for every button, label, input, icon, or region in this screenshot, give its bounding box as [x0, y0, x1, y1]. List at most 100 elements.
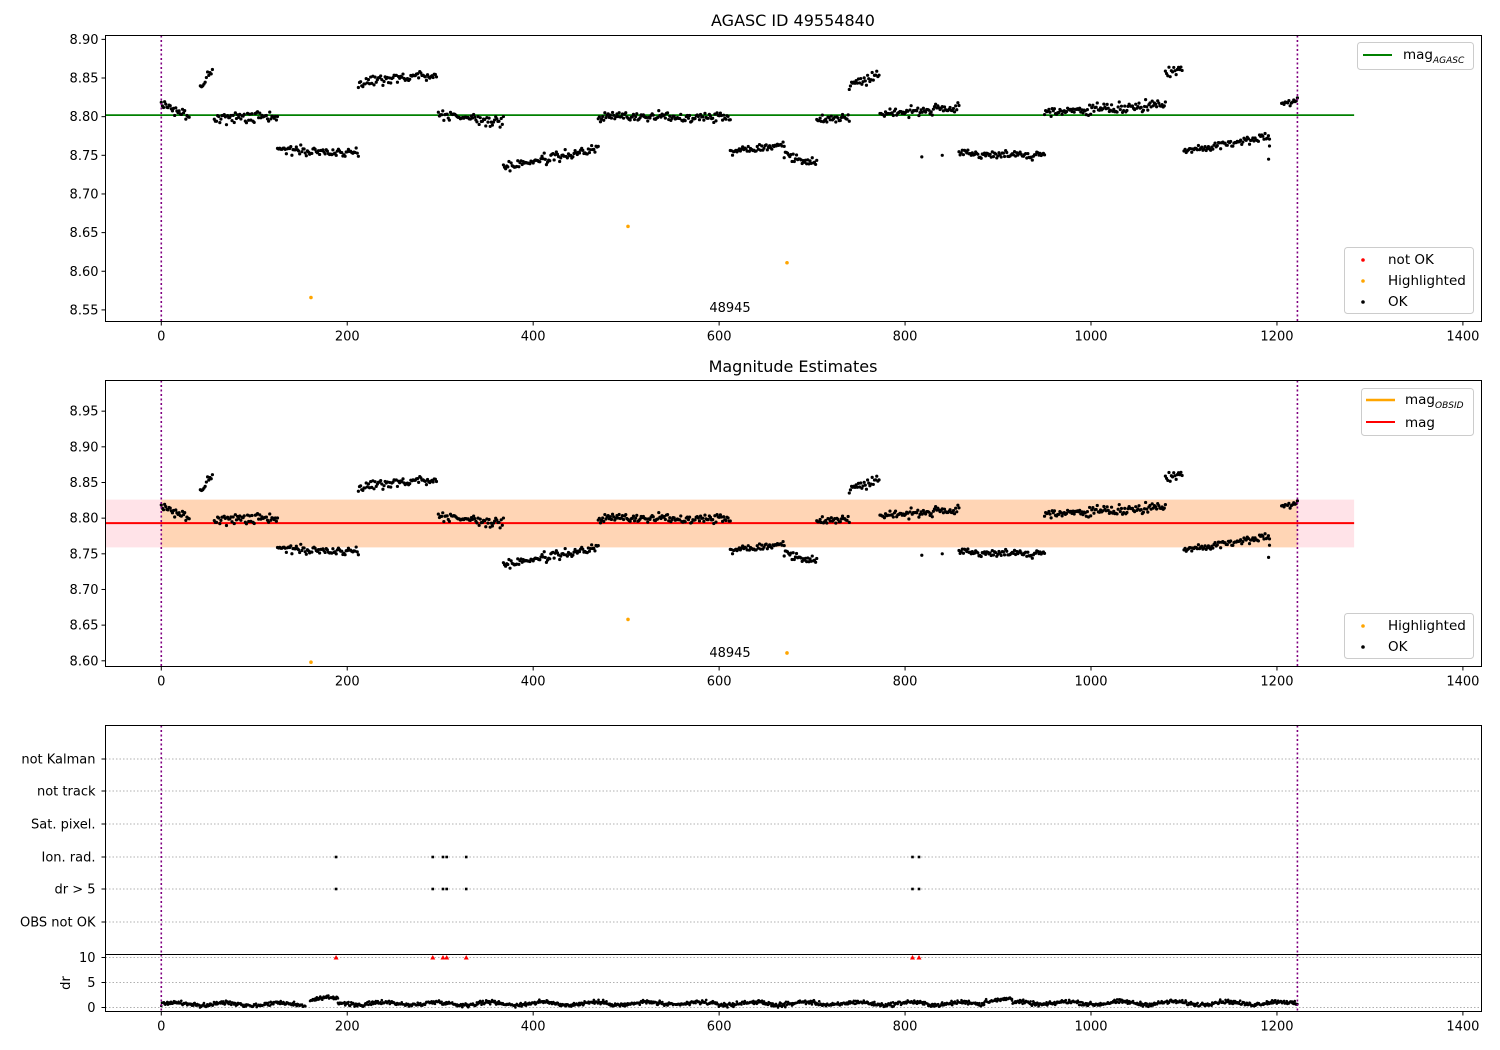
- panel1-ok-point: [952, 110, 957, 114]
- panel2-ok-point: [951, 508, 956, 513]
- panel1-ok-point: [489, 120, 493, 124]
- panel2-ok-point: [847, 491, 851, 495]
- panel1-ok-point: [859, 76, 863, 81]
- panel2-ok-point: [961, 551, 966, 555]
- panel1-ok-point: [597, 115, 601, 119]
- dr-point: [1078, 1003, 1082, 1007]
- panel2-ytick-label: 8.90: [70, 440, 99, 455]
- dr-point: [967, 999, 971, 1003]
- panel2-ok-point: [1174, 477, 1178, 481]
- panel2-ok-point: [275, 516, 280, 520]
- panel1-ok-point: [829, 114, 833, 118]
- panel2-ok-point: [593, 549, 597, 553]
- panel1-ok-point: [877, 73, 881, 77]
- panel1-ok-point: [173, 113, 177, 118]
- panel1-ok-point: [1241, 140, 1245, 144]
- panel2-ok-point: [701, 516, 705, 520]
- panel1-ok-point: [810, 156, 814, 160]
- panel1-ok-point: [845, 117, 849, 121]
- panel1-ok-point: [1101, 107, 1105, 111]
- panel1-ytick-label: 8.75: [70, 149, 99, 164]
- panel1-ok-point: [760, 144, 764, 148]
- panel1-xtick-label: 1400: [1446, 330, 1479, 345]
- panel2-ok-point: [979, 554, 983, 559]
- dr-point: [726, 1006, 729, 1009]
- dr-point: [740, 1003, 743, 1006]
- dr-xtick-label: 200: [335, 1020, 360, 1035]
- panel1-ok-point: [870, 70, 874, 75]
- panel2-ok-point: [656, 517, 660, 521]
- panel1-obsid-annotation: 48945: [709, 301, 750, 316]
- panel2-ok-point: [340, 549, 344, 553]
- panel2-ok-point: [501, 516, 506, 520]
- flag-point: [334, 887, 338, 891]
- panel1-ok-point: [1256, 139, 1261, 143]
- panel1-ok-point: [730, 153, 735, 157]
- panel1-ok-point: [389, 81, 393, 85]
- panel2-ok-point: [863, 483, 867, 487]
- dr-point: [514, 1006, 517, 1009]
- panel1-ok-point: [687, 113, 692, 118]
- panel2-ok-point: [966, 547, 970, 551]
- panel2-ok-point: [635, 513, 639, 517]
- panel1-ok-point: [1211, 147, 1215, 151]
- dr-point: [433, 1002, 437, 1006]
- panel1-ok-point: [1105, 102, 1109, 106]
- panel1-ok-point: [917, 113, 921, 118]
- dr-point: [1125, 999, 1129, 1002]
- dr-point: [369, 1003, 373, 1007]
- magnitude-estimates-panel: Magnitude Estimates 48945 8.60 8.65 8.70 8.…: [70, 357, 1482, 690]
- panel1-ok-point: [632, 117, 637, 122]
- panel2-ok-point: [632, 519, 637, 523]
- panel1-ok-point: [746, 144, 750, 149]
- panel2-ok-point: [706, 518, 710, 522]
- panel2-ok-point: [1072, 512, 1076, 516]
- panel1-ok-point: [380, 78, 384, 82]
- panel2-ok-point: [959, 550, 963, 554]
- panel1-ok-point: [473, 115, 477, 119]
- dr-point: [1145, 1002, 1149, 1006]
- panel2-ok-point: [1105, 505, 1109, 509]
- dr-point: [430, 999, 433, 1003]
- panel2-obsid-annotation: 48945: [709, 646, 750, 661]
- panel1-ok-point: [538, 160, 542, 164]
- panel1-ok-point: [504, 167, 508, 171]
- panel1-ok-point: [1042, 153, 1047, 157]
- panel2-ok-point: [1163, 503, 1167, 507]
- dr-point: [376, 999, 380, 1003]
- panel1-ok-point: [929, 110, 933, 114]
- panel2-xtick-label: 1200: [1260, 675, 1293, 690]
- dr-point: [940, 1001, 944, 1004]
- panel1-ok-point: [602, 118, 606, 122]
- dr-point: [760, 999, 764, 1002]
- panel1-ok-point: [1026, 151, 1030, 156]
- panel1-ok-point: [1170, 70, 1175, 74]
- panel2-ok-point: [538, 558, 542, 562]
- panel2-ok-point: [1048, 512, 1052, 516]
- panel1-ok-point: [183, 109, 187, 113]
- panel1-xtick-label: 400: [521, 330, 546, 345]
- panel1-ok-point: [1072, 110, 1076, 114]
- flag-point: [464, 887, 468, 891]
- panel2-ok-point: [558, 557, 562, 562]
- panel1-ok-point: [634, 115, 638, 119]
- panel2-ok-point: [244, 522, 249, 526]
- panel2-ok-point: [792, 557, 796, 562]
- panel2-ok-point: [746, 544, 750, 548]
- legend2-highlighted-label: Highlighted: [1388, 618, 1466, 634]
- panel1-frame: [105, 35, 1482, 322]
- panel2-ok-point: [1266, 555, 1271, 559]
- panel1-ok-point: [590, 143, 594, 148]
- panel1-ok-point: [818, 116, 822, 120]
- panel1-ok-point: [1115, 110, 1119, 114]
- panel2-ok-point: [232, 521, 236, 526]
- panel2-highlighted-point: [785, 651, 789, 655]
- panel1-ok-point: [1151, 104, 1155, 108]
- legend-ok-label: OK: [1388, 294, 1409, 310]
- panel1-ok-point: [1116, 105, 1120, 109]
- panel1-ok-point: [542, 151, 546, 155]
- flag-point: [441, 855, 445, 859]
- panel2-ok-point: [916, 508, 920, 512]
- dr-xtick-label: 0: [157, 1020, 165, 1035]
- panel1-ok-point: [299, 143, 303, 147]
